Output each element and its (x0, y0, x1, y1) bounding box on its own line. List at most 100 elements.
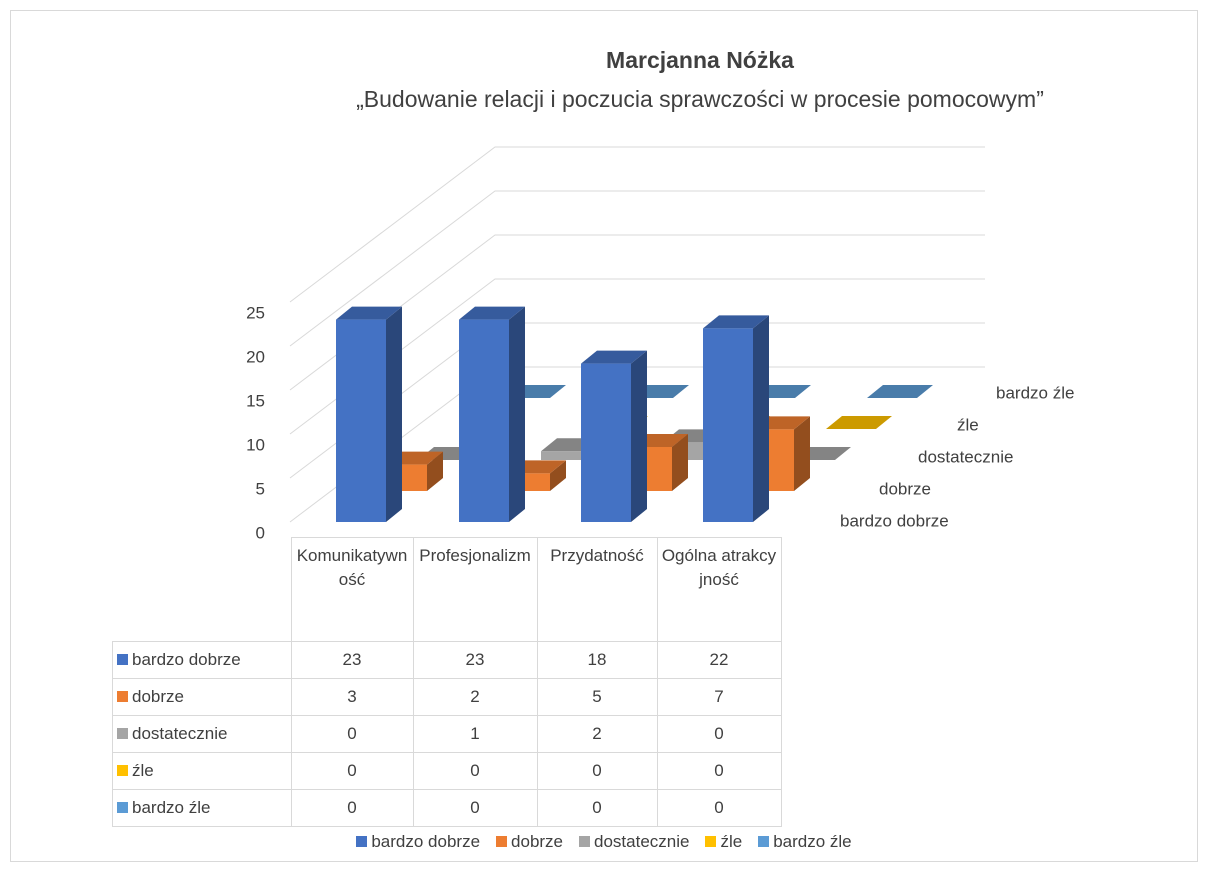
table-value: 5 (536, 678, 658, 716)
row-header: bardzo źle (112, 789, 292, 827)
table-value: 0 (656, 715, 782, 753)
table-value: 0 (290, 715, 414, 753)
table-row: bardzo dobrze 23 23 18 22 (112, 641, 782, 679)
bar (581, 350, 647, 522)
table-value: 0 (412, 789, 538, 827)
bar-side (386, 306, 402, 522)
table-row: źle 0 0 0 0 (112, 752, 782, 790)
legend-key (705, 836, 717, 847)
legend-key (117, 765, 128, 776)
table-value: 3 (290, 678, 414, 716)
depth-label: bardzo źle (996, 383, 1074, 402)
bar-side (631, 350, 647, 522)
legend-key (758, 836, 770, 847)
bar (867, 385, 933, 398)
legend-key (496, 836, 508, 847)
bar-top (867, 385, 933, 398)
table-value: 0 (290, 752, 414, 790)
table-value: 2 (536, 715, 658, 753)
series-name: dobrze (132, 687, 184, 706)
table-value: 0 (656, 752, 782, 790)
legend-item: bardzo źle (758, 832, 852, 851)
legend-key (117, 654, 128, 665)
bar-top (826, 416, 892, 429)
bar-top (581, 350, 647, 364)
table-value: 22 (656, 641, 782, 679)
row-header: bardzo dobrze (112, 641, 292, 679)
table-header-row: Komunikatywność Profesjonalizm Przydatność… (112, 537, 782, 642)
row-header: dobrze (112, 678, 292, 716)
bar-side (794, 416, 810, 491)
legend-label: bardzo źle (773, 832, 852, 851)
legend-label: dostatecznie (594, 832, 690, 851)
table-corner (112, 537, 292, 642)
bar (459, 306, 525, 522)
bar-top (703, 315, 769, 329)
bar-front (336, 319, 386, 522)
category-label: Komunikatywność (290, 537, 414, 642)
table-value: 0 (290, 789, 414, 827)
depth-label: źle (957, 415, 979, 434)
bar-top (459, 306, 525, 320)
table-value: 18 (536, 641, 658, 679)
depth-label: bardzo dobrze (840, 511, 949, 530)
bar (703, 315, 769, 522)
table-value: 0 (536, 752, 658, 790)
bar (826, 416, 892, 429)
table-value: 23 (412, 641, 538, 679)
category-label: Profesjonalizm (412, 537, 538, 642)
legend-key (117, 728, 128, 739)
table-value: 0 (656, 789, 782, 827)
table-row: bardzo źle 0 0 0 0 (112, 789, 782, 827)
series-name: bardzo dobrze (132, 650, 241, 669)
legend-item: dostatecznie (579, 832, 689, 851)
bar-front (703, 328, 753, 522)
legend-key (579, 836, 591, 847)
legend-item: dobrze (496, 832, 563, 851)
table-row: dobrze 3 2 5 7 (112, 678, 782, 716)
bar-side (672, 434, 688, 491)
bar-side (509, 306, 525, 522)
bar-front (581, 363, 631, 522)
grid-line (289, 190, 985, 347)
bar-side (427, 451, 443, 491)
legend: bardzo dobrze dobrze dostatecznie źle bardzo… (0, 832, 1208, 852)
bar-side (550, 460, 566, 491)
legend-key (356, 836, 368, 847)
y-tick-label: 10 (246, 435, 265, 454)
table-value: 7 (656, 678, 782, 716)
y-tick-label: 0 (256, 523, 265, 542)
y-tick-label: 15 (246, 391, 265, 410)
table-value: 2 (412, 678, 538, 716)
bar (336, 306, 402, 522)
table-value: 23 (290, 641, 414, 679)
chart-subtitle: „Budowanie relacji i poczucia sprawczośc… (356, 86, 1044, 112)
bar-top (336, 306, 402, 320)
legend-label: dobrze (511, 832, 564, 851)
depth-label: dostatecznie (918, 447, 1013, 466)
category-label: Ogólna atrakcyjność (656, 537, 782, 642)
table-value: 1 (412, 715, 538, 753)
category-label: Przydatność (536, 537, 658, 642)
legend-label: źle (720, 832, 743, 851)
y-tick-label: 20 (246, 347, 265, 366)
grid-line (289, 146, 985, 303)
bar-front (541, 451, 591, 460)
legend-key (117, 691, 128, 702)
series-name: źle (132, 761, 154, 780)
y-tick-label: 5 (256, 479, 265, 498)
series-name: bardzo źle (132, 798, 211, 817)
depth-label: dobrze (879, 479, 931, 498)
chart-title: Marcjanna Nóżka (606, 47, 794, 73)
legend-item: źle (705, 832, 742, 851)
series-name: dostatecznie (132, 724, 228, 743)
table-value: 0 (536, 789, 658, 827)
y-tick-label: 25 (246, 303, 265, 322)
row-header: źle (112, 752, 292, 790)
table-value: 0 (412, 752, 538, 790)
legend-label: bardzo dobrze (371, 832, 481, 851)
chart-frame (10, 10, 1198, 862)
legend-item: bardzo dobrze (356, 832, 480, 851)
